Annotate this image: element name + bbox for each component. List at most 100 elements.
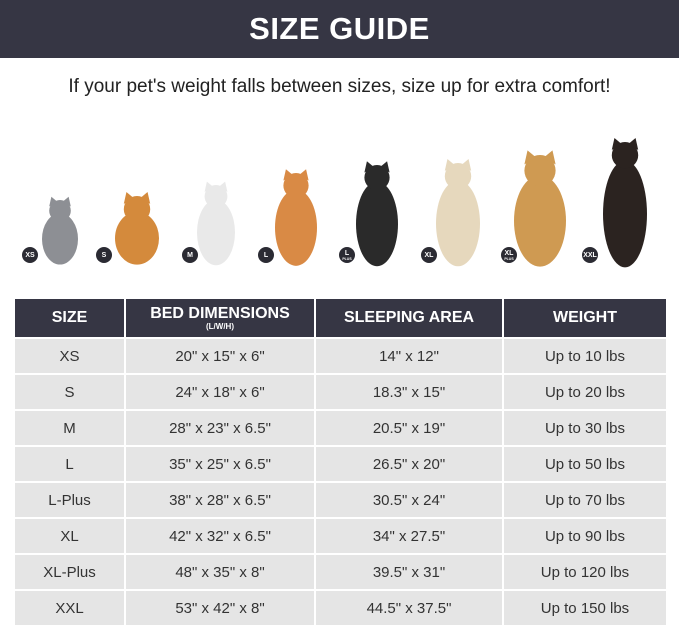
cell-weight: Up to 120 lbs — [502, 553, 668, 591]
pet-head — [283, 173, 309, 199]
header-bed-dimensions-label: BED DIMENSIONS — [150, 304, 290, 322]
cell-sleeping-area: 20.5" x 19" — [314, 409, 504, 447]
cell-bed-dimensions: 20" x 15" x 6" — [124, 337, 316, 375]
table-row: S 24" x 18" x 6" 18.3" x 15" Up to 20 lbs — [13, 373, 668, 411]
pets-illustration — [42, 138, 647, 268]
table-row: M 28" x 23" x 6.5" 20.5" x 19" Up to 30 lbs — [13, 409, 668, 447]
pet-head — [204, 185, 228, 208]
cell-bed-dimensions: 35" x 25" x 6.5" — [124, 445, 316, 483]
table-row: XL-Plus 48" x 35" x 8" 39.5" x 31" Up to 12… — [13, 553, 668, 591]
size-badge: XXL — [582, 247, 598, 263]
pet-head — [123, 196, 151, 223]
badge-label: XS — [25, 251, 35, 259]
pet-ear — [218, 181, 228, 192]
cell-bed-dimensions: 48" x 35" x 8" — [124, 553, 316, 591]
pet-labrador — [436, 159, 480, 267]
pet-ear — [283, 169, 294, 181]
cell-size: XXL — [13, 589, 126, 627]
size-badge: S — [96, 247, 112, 263]
pet-cat — [42, 196, 78, 265]
pet-ear — [364, 161, 375, 173]
cell-sleeping-area: 30.5" x 24" — [314, 481, 504, 519]
badge-label: XL — [504, 249, 514, 257]
cell-sleeping-area: 44.5" x 37.5" — [314, 589, 504, 627]
pet-head — [444, 163, 472, 190]
cell-weight: Up to 10 lbs — [502, 337, 668, 375]
cell-bed-dimensions: 28" x 23" x 6.5" — [124, 409, 316, 447]
cell-size: S — [13, 373, 126, 411]
size-badge: XL — [421, 247, 437, 263]
pet-ear — [139, 192, 151, 204]
cell-sleeping-area: 39.5" x 31" — [314, 553, 504, 591]
header-weight: WEIGHT — [502, 297, 668, 339]
cell-size: L — [13, 445, 126, 483]
table-row: XL 42" x 32" x 6.5" 34" x 27.5" Up to 90 lb… — [13, 517, 668, 555]
size-badge: XL PLUS — [501, 247, 517, 263]
pet-doberman — [603, 138, 647, 268]
cell-weight: Up to 70 lbs — [502, 481, 668, 519]
pet-ear — [204, 181, 214, 192]
pet-golden-retriever — [514, 150, 566, 267]
table-row: XXL 53" x 42" x 8" 44.5" x 37.5" Up to 150 … — [13, 589, 668, 627]
cell-size: XL-Plus — [13, 553, 126, 591]
size-badge: XS — [22, 247, 38, 263]
table-row: XS 20" x 15" x 6" 14" x 12" Up to 10 lbs — [13, 337, 668, 375]
badge-sub: PLUS — [342, 256, 352, 261]
pet-french-bulldog — [197, 181, 235, 266]
pet-body — [514, 175, 566, 267]
badge-label: XL — [424, 251, 434, 259]
pet-size-lineup: XS S M L L PLUS XL XL PLUS XXL — [0, 130, 679, 270]
header-bed-dimensions: BED DIMENSIONS (L/W/H) — [124, 297, 316, 339]
pet-ear — [627, 138, 639, 150]
table-row: L-Plus 38" x 28" x 6.5" 30.5" x 24" Up to 7… — [13, 481, 668, 519]
cell-weight: Up to 50 lbs — [502, 445, 668, 483]
pet-ear — [123, 192, 135, 204]
pet-head — [364, 165, 390, 191]
cell-weight: Up to 30 lbs — [502, 409, 668, 447]
badge-label: L — [344, 249, 350, 257]
pet-body — [115, 211, 159, 265]
cell-bed-dimensions: 24" x 18" x 6" — [124, 373, 316, 411]
page-title: SIZE GUIDE — [249, 11, 430, 46]
pet-ear — [379, 161, 390, 173]
pet-ear — [524, 150, 537, 165]
badge-sub: PLUS — [504, 256, 514, 261]
header-size: SIZE — [13, 297, 126, 339]
cell-sleeping-area: 14" x 12" — [314, 337, 504, 375]
pet-body — [275, 189, 317, 266]
cell-size: XL — [13, 517, 126, 555]
cell-weight: Up to 150 lbs — [502, 589, 668, 627]
cell-bed-dimensions: 38" x 28" x 6.5" — [124, 481, 316, 519]
badge-label: M — [187, 251, 193, 259]
pet-ear — [298, 169, 309, 181]
badge-label: XXL — [583, 251, 597, 259]
pet-body — [356, 181, 398, 267]
size-badge: M — [182, 247, 198, 263]
pet-ear — [611, 138, 623, 150]
pet-border-collie — [356, 161, 398, 267]
pet-ear — [444, 159, 456, 171]
badge-label: S — [101, 251, 107, 259]
pet-head — [611, 142, 639, 169]
pet-ear — [543, 150, 556, 165]
cell-sleeping-area: 18.3" x 15" — [314, 373, 504, 411]
subtitle: If your pet's weight falls between sizes… — [68, 76, 611, 97]
size-table: SIZE BED DIMENSIONS (L/W/H) SLEEPING AREA… — [13, 297, 668, 627]
pet-head — [49, 200, 71, 222]
pet-pomeranian — [115, 192, 159, 265]
pet-ear — [49, 196, 58, 207]
title-banner: SIZE GUIDE — [0, 0, 679, 58]
cell-weight: Up to 90 lbs — [502, 517, 668, 555]
pet-body — [603, 160, 647, 268]
bed-unit: (L/W/H) — [206, 321, 234, 331]
pet-shiba-inu — [275, 169, 317, 266]
pet-ear — [460, 159, 472, 171]
pet-body — [197, 199, 235, 266]
pet-body — [436, 180, 480, 267]
pet-ear — [62, 196, 71, 207]
size-badge: L — [258, 247, 274, 263]
cell-size: L-Plus — [13, 481, 126, 519]
table-row: L 35" x 25" x 6.5" 26.5" x 20" Up to 50 lbs — [13, 445, 668, 483]
header-sleeping-area: SLEEPING AREA — [314, 297, 504, 339]
cell-bed-dimensions: 42" x 32" x 6.5" — [124, 517, 316, 555]
